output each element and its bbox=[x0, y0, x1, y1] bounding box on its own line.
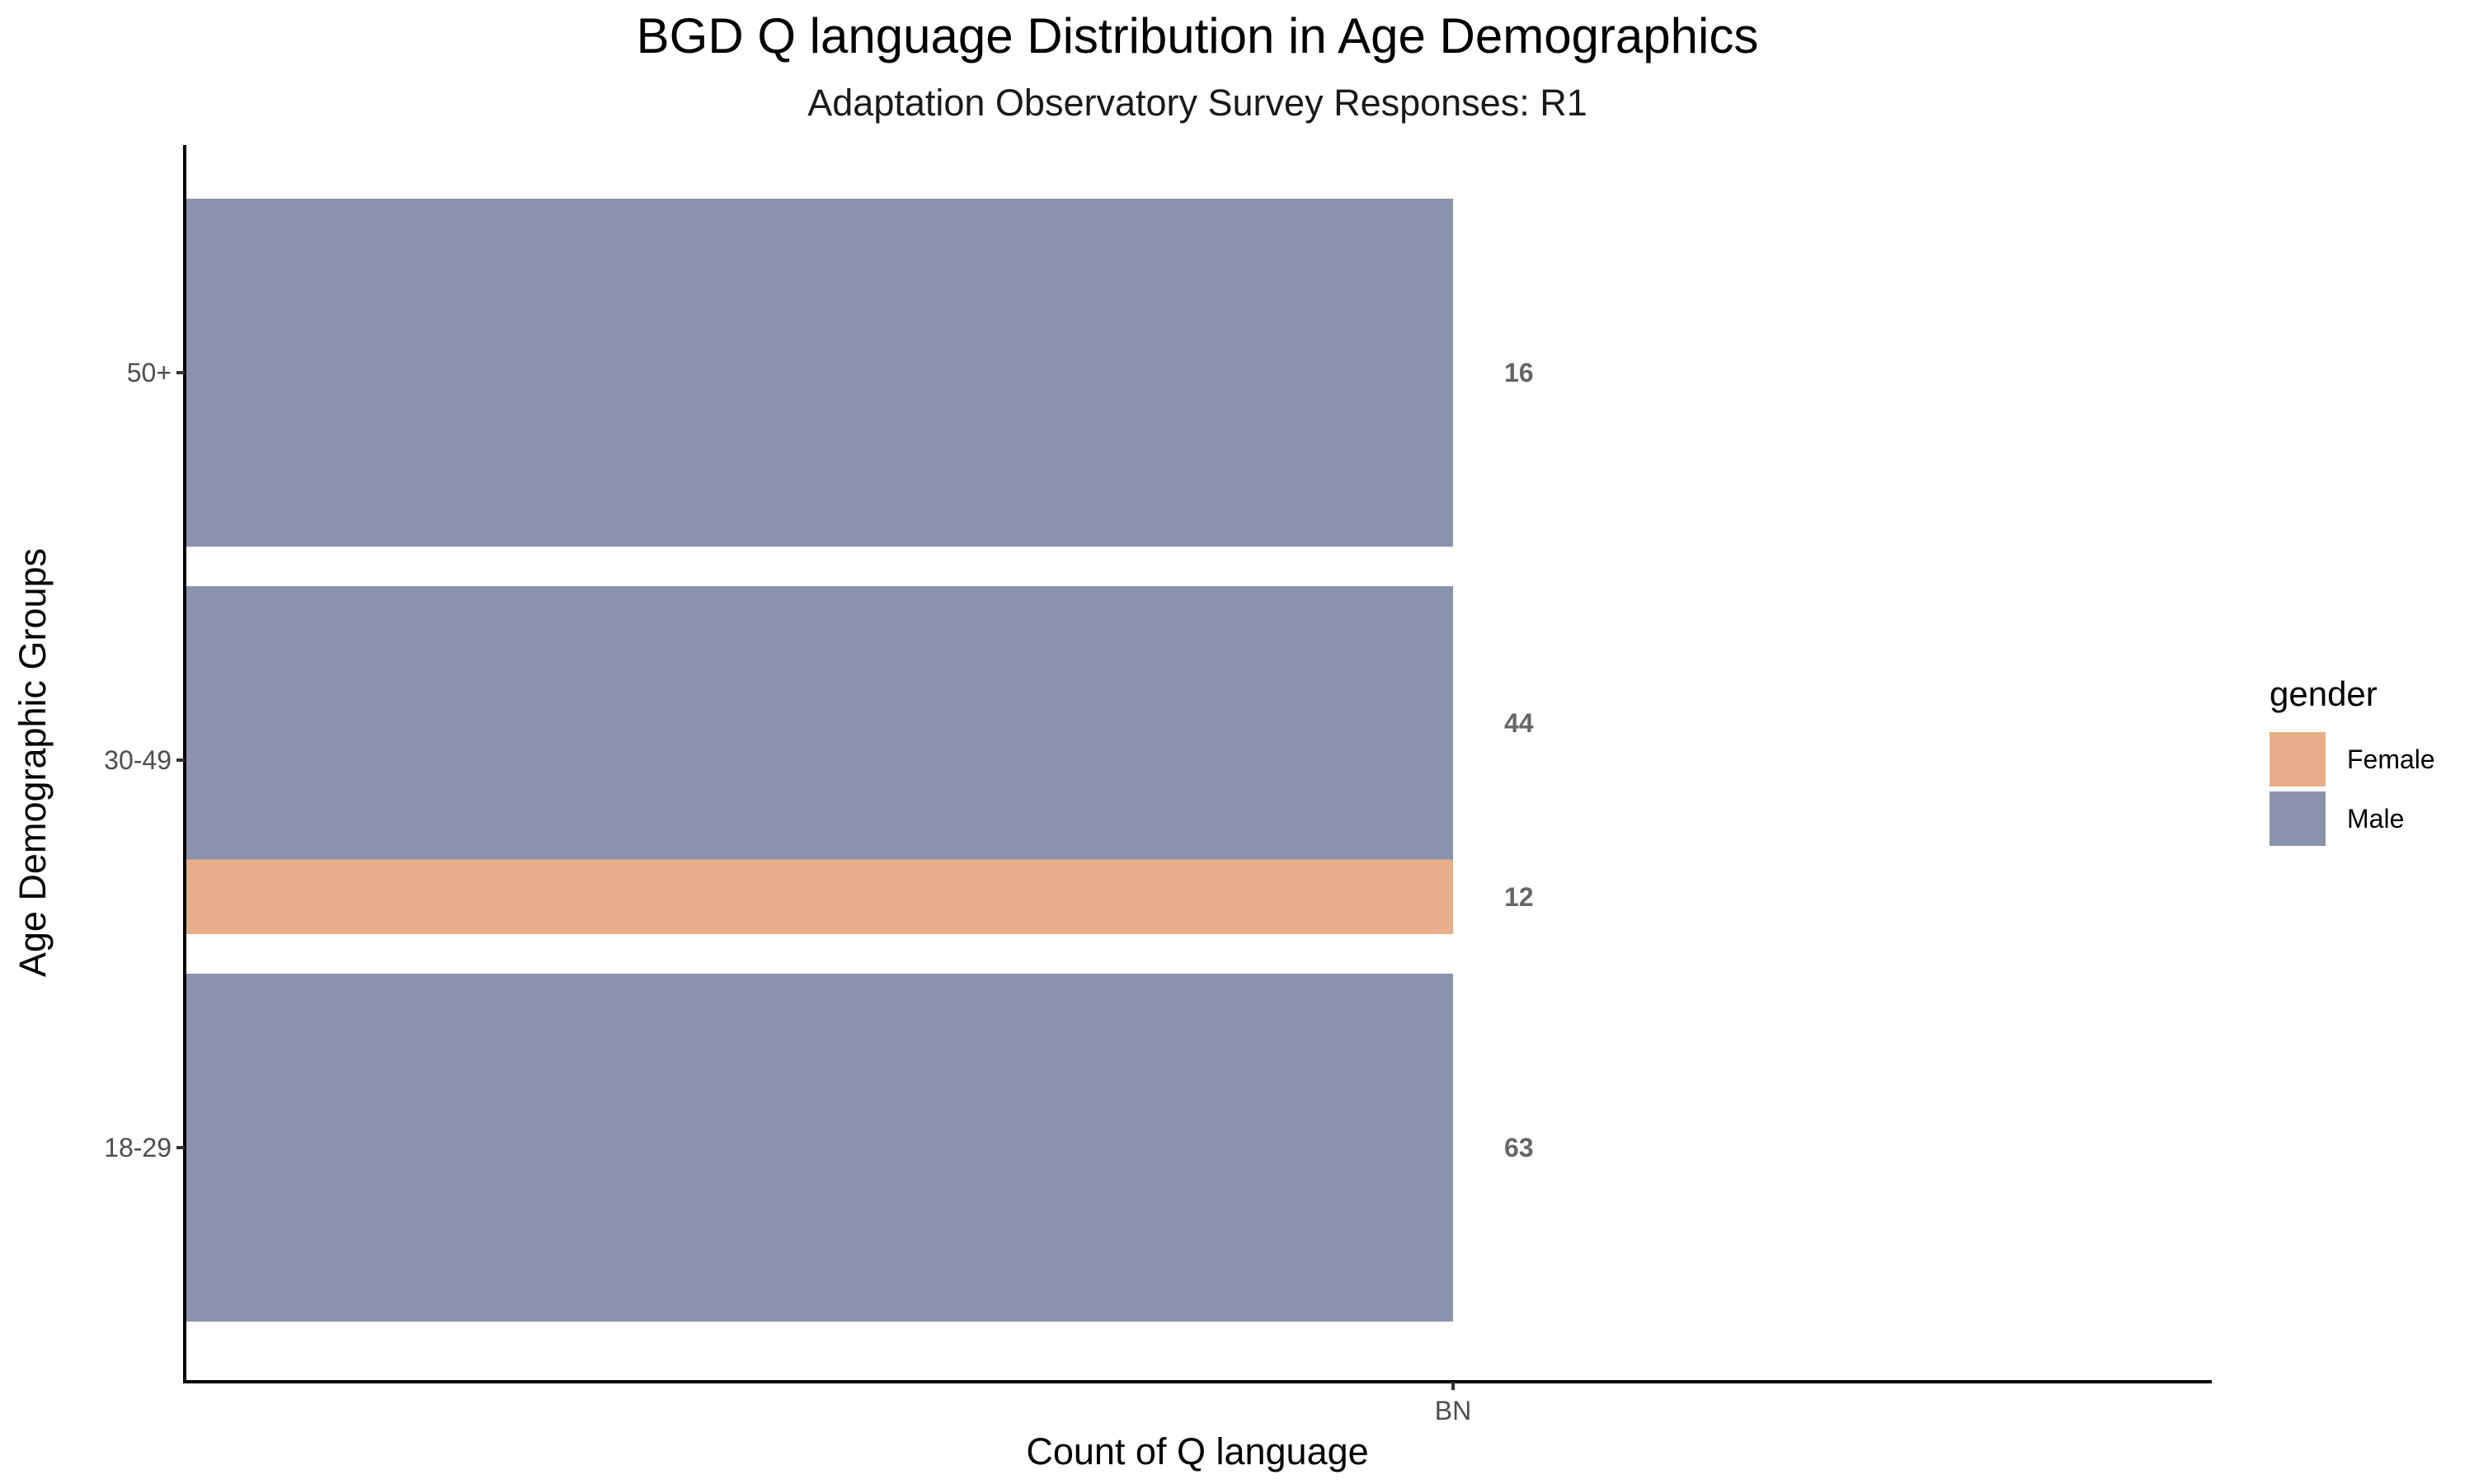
y-tick-label-18-29: 18-29 bbox=[104, 1133, 172, 1162]
bar-30-49-male bbox=[185, 586, 1453, 860]
bar-18-29-male bbox=[185, 974, 1453, 1322]
chart-subtitle: Adaptation Observatory Survey Responses:… bbox=[807, 82, 1587, 124]
data-label-18-29-male: 63 bbox=[1504, 1133, 1534, 1162]
y-ticks-group: 18-29 30-49 50+ bbox=[104, 358, 185, 1162]
y-tick-label-30-49: 30-49 bbox=[104, 745, 172, 775]
legend-swatch-male bbox=[2269, 791, 2326, 846]
data-label-30-49-male: 44 bbox=[1504, 708, 1534, 738]
bar-50-male bbox=[185, 199, 1453, 547]
legend-title: gender bbox=[2269, 674, 2378, 713]
x-axis-title: Count of Q language bbox=[1026, 1430, 1368, 1472]
legend-swatch-female bbox=[2269, 732, 2326, 787]
x-tick-label-bn: BN bbox=[1435, 1396, 1471, 1425]
legend-label-female: Female bbox=[2347, 744, 2435, 774]
data-label-50-male: 16 bbox=[1504, 358, 1534, 387]
bar-30-49-female bbox=[185, 859, 1453, 934]
x-ticks-group: BN bbox=[1435, 1382, 1471, 1425]
data-labels-group: 16 44 12 63 bbox=[1504, 358, 1534, 1162]
y-axis-title: Age Demographic Groups bbox=[12, 548, 54, 977]
y-tick-label-50: 50+ bbox=[127, 358, 172, 387]
bars-group bbox=[185, 199, 1453, 1322]
data-label-30-49-female: 12 bbox=[1504, 882, 1534, 912]
legend: gender Female Male bbox=[2269, 674, 2435, 846]
chart-title: BGD Q language Distribution in Age Demog… bbox=[637, 8, 1759, 63]
legend-label-male: Male bbox=[2347, 804, 2404, 834]
